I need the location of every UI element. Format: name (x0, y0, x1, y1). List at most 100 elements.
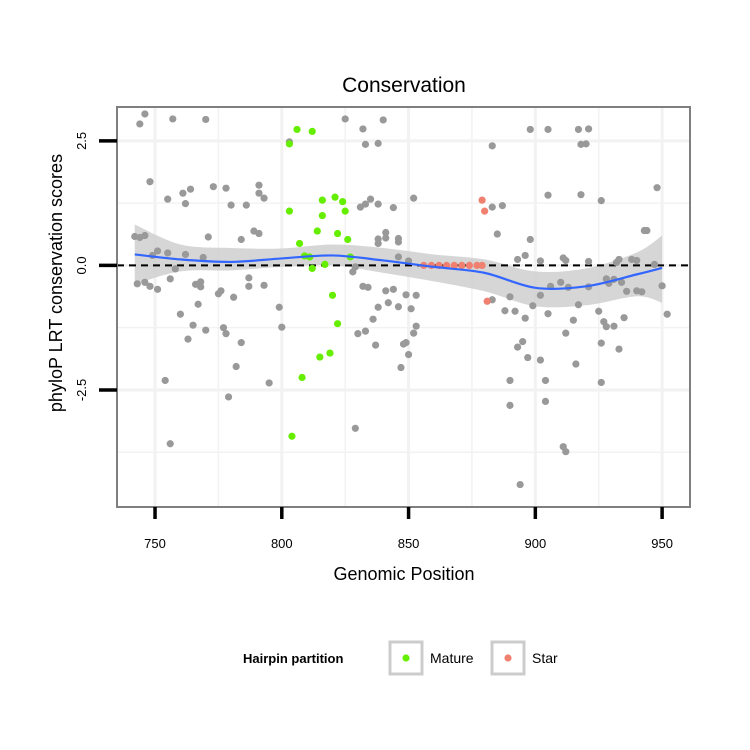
other-point (379, 116, 387, 124)
other-point (562, 329, 570, 337)
other-point (577, 191, 585, 199)
other-point (374, 239, 382, 248)
other-point (179, 189, 187, 197)
other-point (232, 362, 240, 371)
other-point (181, 250, 190, 259)
x-tick-label: 850 (398, 536, 420, 551)
other-point (255, 189, 263, 197)
smooth-trend-line (134, 253, 663, 291)
other-point (245, 282, 253, 290)
other-point (219, 324, 228, 332)
other-point (265, 379, 273, 387)
other-point (374, 303, 382, 311)
mature-point (344, 235, 352, 244)
other-point (166, 440, 174, 448)
other-point (164, 195, 172, 203)
other-point (640, 226, 648, 235)
other-point (513, 255, 522, 264)
other-point (209, 183, 217, 191)
series-mature (285, 125, 354, 440)
other-point (382, 234, 390, 242)
mature-point (295, 239, 304, 248)
other-point (595, 307, 603, 315)
mature-point (308, 127, 316, 136)
other-point (153, 285, 162, 293)
x-tick-label: 800 (271, 536, 293, 551)
legend-key-box (490, 640, 526, 676)
other-point (136, 120, 144, 128)
other-point (384, 299, 392, 307)
star-point (450, 261, 458, 270)
other-point (501, 307, 509, 315)
other-point (255, 181, 263, 189)
mature-point (318, 196, 326, 204)
legend-title: Hairpin partition (243, 651, 343, 666)
other-point (544, 125, 552, 134)
legend-label-mature: Mature (430, 650, 474, 666)
other-point (237, 339, 245, 347)
other-point (404, 350, 413, 359)
other-point (369, 315, 377, 323)
other-point (166, 275, 174, 283)
other-point (372, 341, 380, 349)
mature-point (333, 320, 342, 328)
other-point (569, 316, 577, 324)
other-point (255, 229, 263, 238)
series-other (131, 110, 671, 489)
other-point (374, 139, 382, 147)
other-point (199, 253, 207, 262)
other-point (275, 303, 283, 311)
other-point (488, 142, 496, 150)
other-point (584, 125, 593, 133)
other-point (412, 322, 420, 330)
other-point (194, 300, 202, 308)
other-point (197, 283, 205, 291)
other-point (181, 200, 190, 208)
star-point (483, 297, 491, 305)
other-point (597, 197, 605, 205)
other-point (412, 291, 420, 299)
mature-point (313, 227, 321, 235)
other-point (189, 321, 197, 329)
mature-point (341, 207, 349, 215)
other-point (493, 230, 501, 238)
other-point (536, 257, 545, 265)
other-point (615, 345, 623, 353)
other-point (650, 260, 659, 269)
other-point (169, 115, 177, 123)
other-point (389, 285, 397, 293)
other-point (615, 255, 623, 264)
other-point (184, 335, 192, 343)
mature-point (326, 349, 334, 357)
other-point (521, 251, 529, 260)
x-tick-label: 750 (144, 536, 166, 551)
other-point (582, 140, 590, 148)
star-point (458, 261, 466, 270)
other-point (653, 184, 661, 192)
other-point (351, 424, 359, 432)
other-point (513, 343, 522, 351)
other-point (237, 235, 245, 244)
other-point (597, 378, 605, 387)
other-point (541, 376, 550, 385)
legend: Hairpin partition Mature Star (243, 640, 558, 676)
mature-point (331, 193, 339, 201)
other-point (260, 194, 268, 202)
other-point (498, 202, 506, 210)
other-point (399, 340, 408, 348)
other-point (366, 195, 375, 203)
mature-point (333, 229, 342, 238)
other-point (597, 339, 605, 347)
y-axis-title: phyloP LRT conservation scores (46, 154, 66, 412)
other-point (402, 291, 410, 299)
other-point (222, 330, 230, 338)
mature-point (316, 353, 324, 361)
x-tick-label: 900 (524, 536, 546, 551)
other-point (524, 353, 532, 362)
other-point (361, 140, 370, 148)
other-point (562, 448, 570, 456)
other-point (610, 322, 618, 330)
other-point (600, 318, 608, 326)
star-point (478, 196, 486, 204)
